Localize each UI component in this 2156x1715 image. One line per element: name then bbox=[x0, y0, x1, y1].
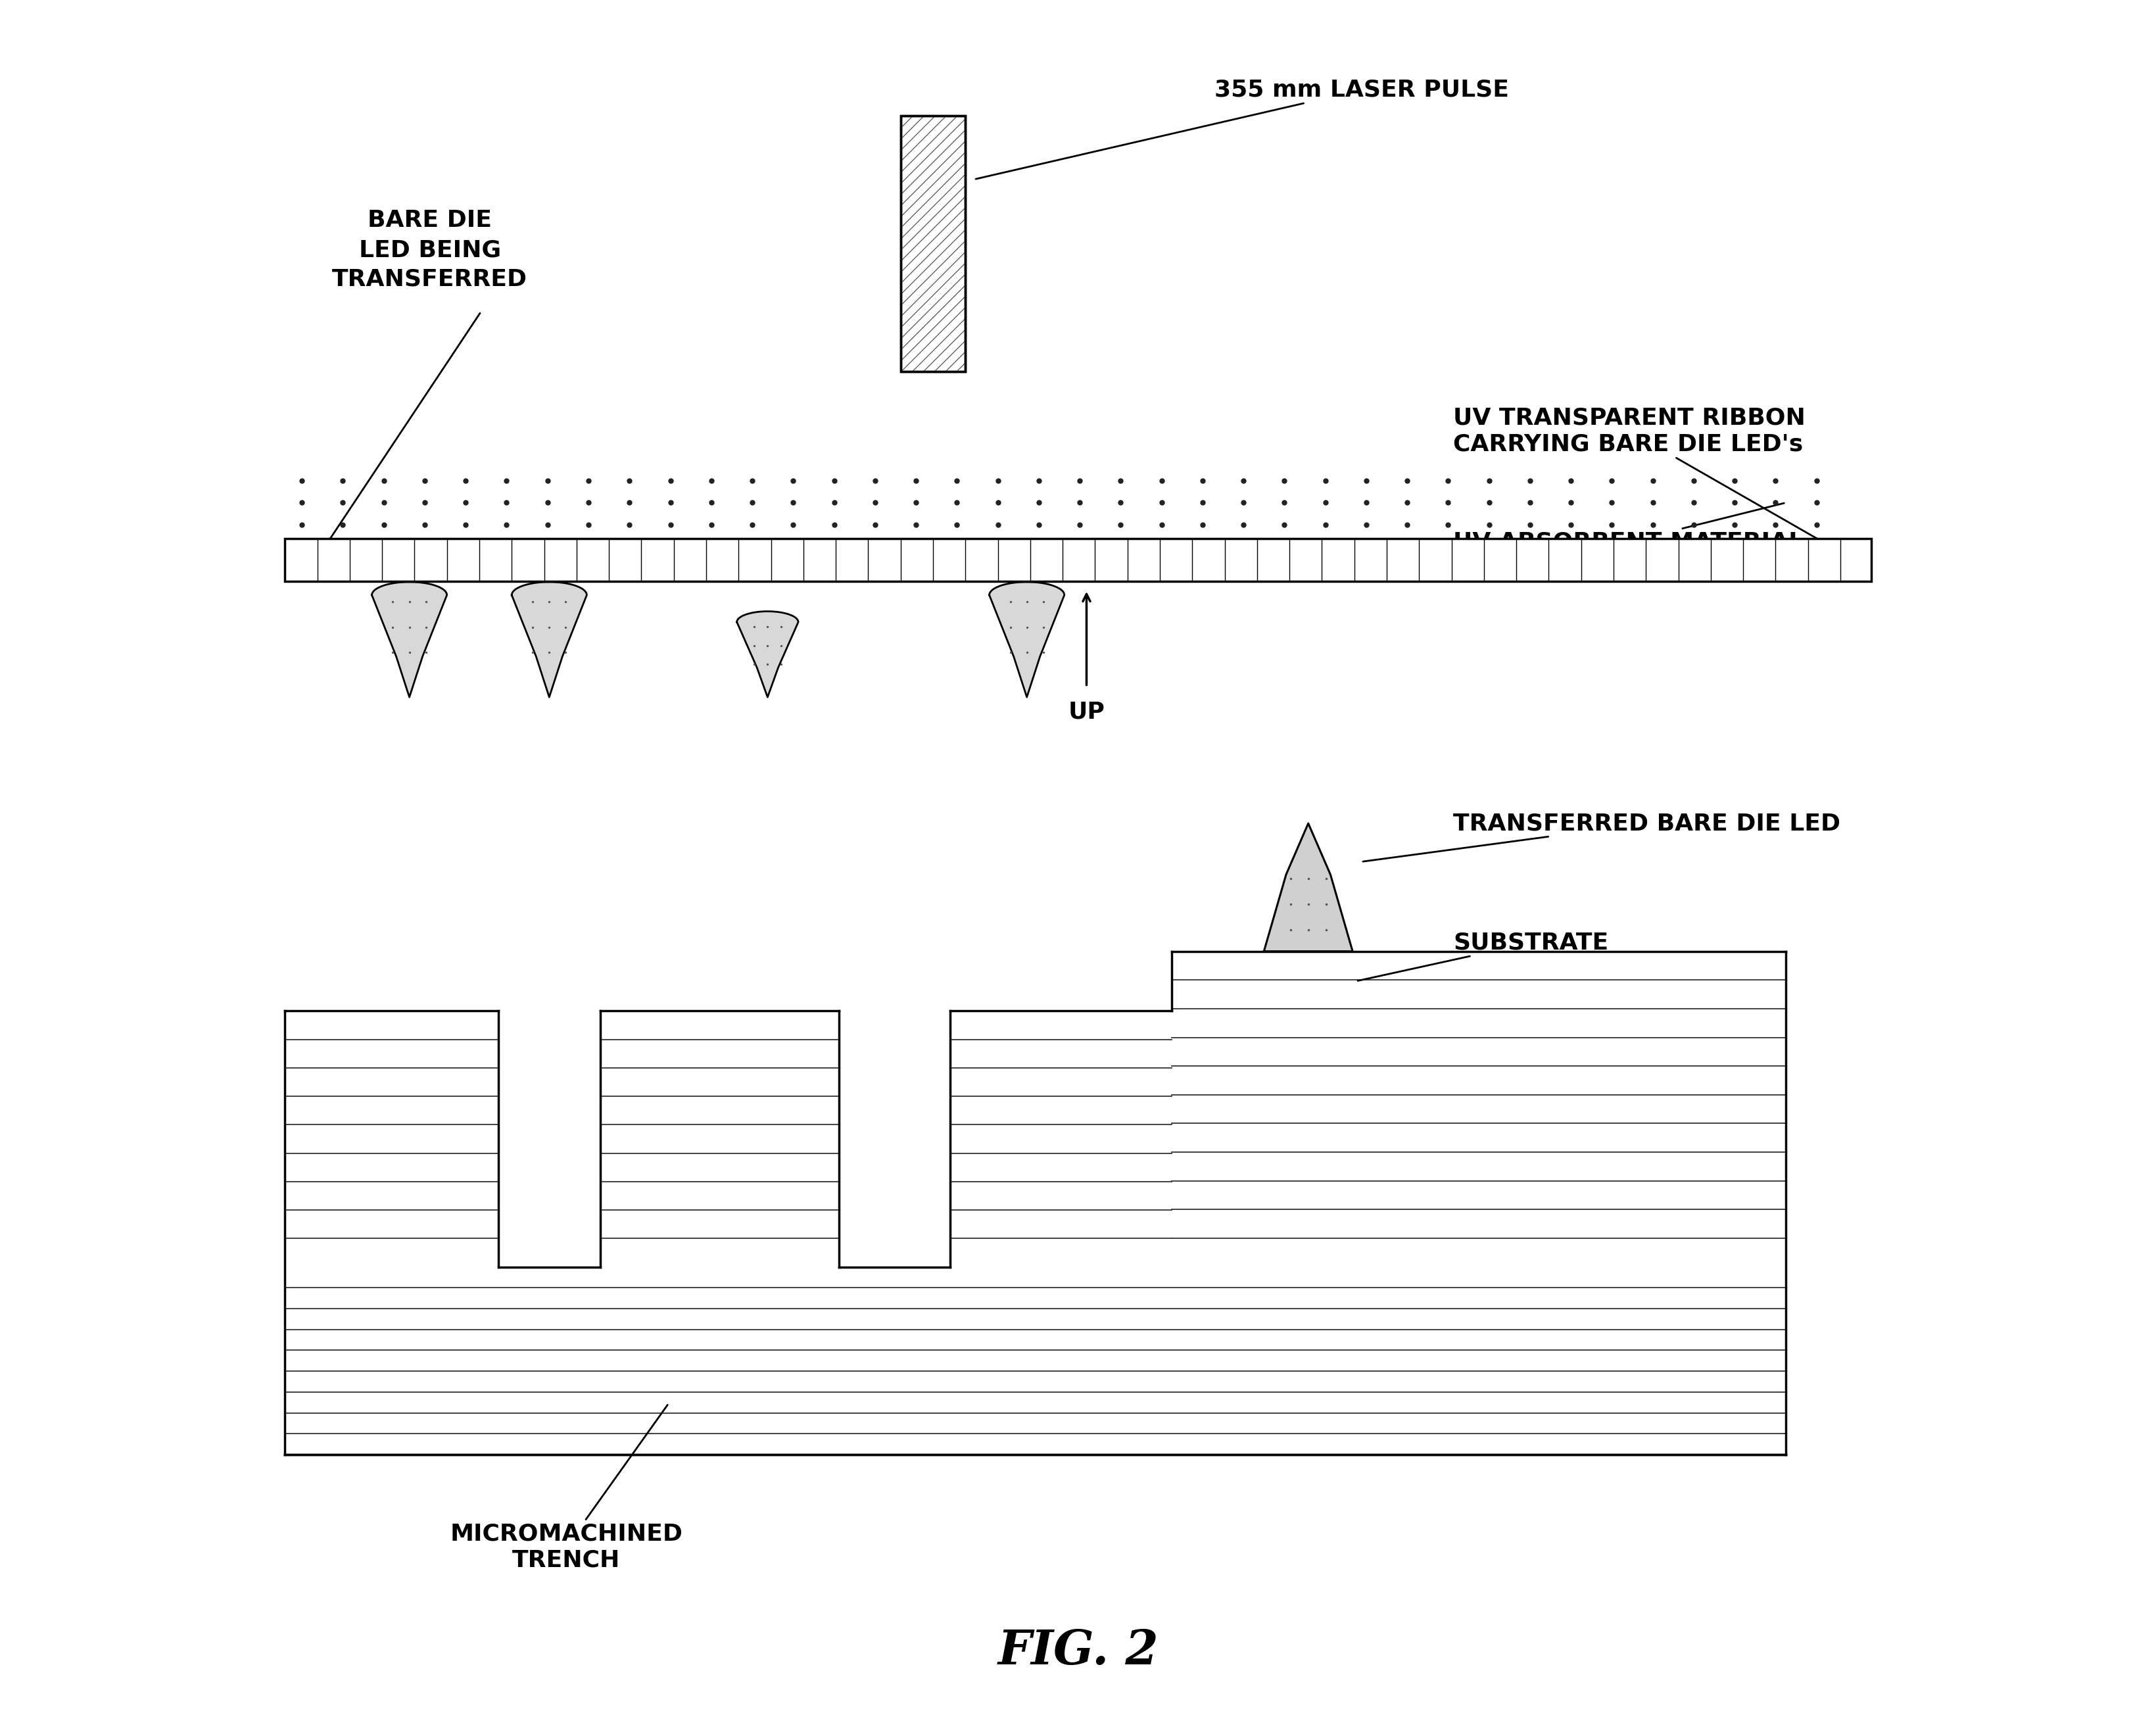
Text: TRANSFERRED BARE DIE LED: TRANSFERRED BARE DIE LED bbox=[1363, 813, 1841, 861]
Polygon shape bbox=[371, 581, 446, 698]
Bar bbox=[285, 1267, 1785, 1454]
Polygon shape bbox=[990, 581, 1065, 698]
Bar bbox=[285, 1012, 498, 1267]
Bar bbox=[1173, 952, 1785, 1267]
Bar bbox=[901, 115, 966, 372]
Bar bbox=[599, 1012, 839, 1267]
Text: SUBSTRATE: SUBSTRATE bbox=[1358, 931, 1608, 981]
Text: FIG. 2: FIG. 2 bbox=[998, 1628, 1158, 1674]
Text: UV ABSORBENT MATERIAL: UV ABSORBENT MATERIAL bbox=[1453, 502, 1805, 554]
Polygon shape bbox=[737, 611, 798, 698]
Bar bbox=[285, 539, 1871, 581]
Text: MICROMACHINED
TRENCH: MICROMACHINED TRENCH bbox=[451, 1405, 683, 1571]
Polygon shape bbox=[1263, 823, 1352, 952]
Text: 355 mm LASER PULSE: 355 mm LASER PULSE bbox=[977, 79, 1509, 178]
Bar bbox=[901, 115, 966, 372]
Text: UP: UP bbox=[1067, 700, 1104, 724]
Bar bbox=[951, 1012, 1173, 1267]
Polygon shape bbox=[511, 581, 586, 698]
Text: BARE DIE
LED BEING
TRANSFERRED: BARE DIE LED BEING TRANSFERRED bbox=[332, 209, 528, 290]
Text: UV TRANSPARENT RIBBON
CARRYING BARE DIE LED's: UV TRANSPARENT RIBBON CARRYING BARE DIE … bbox=[1453, 406, 1852, 559]
Bar bbox=[901, 115, 966, 372]
